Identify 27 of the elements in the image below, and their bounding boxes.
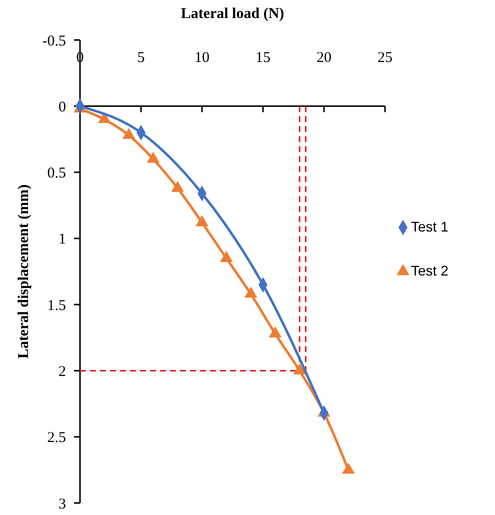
point: [146, 152, 160, 163]
x-tick-label: 20: [316, 50, 332, 66]
y-tick-label: 1: [58, 232, 66, 248]
legend-label: Test 2: [411, 262, 449, 278]
point: [293, 363, 306, 374]
x-tick-label: 5: [137, 50, 145, 66]
y-tick-label: 0.5: [47, 166, 66, 182]
y-tick-label: -0.5: [42, 33, 66, 50]
x-tick-label: 10: [194, 50, 210, 66]
point: [244, 286, 258, 298]
point: [122, 128, 136, 139]
point: [196, 215, 208, 226]
y-tick-label: 0: [58, 99, 66, 116]
point: [98, 112, 111, 124]
legend-label: Test 1: [411, 218, 449, 234]
point: [171, 180, 184, 192]
y-tick-label: 2.5: [47, 430, 66, 446]
point: [220, 250, 233, 262]
x-axis-title: Lateral load (N): [180, 6, 284, 22]
point: [268, 326, 282, 338]
y-tick-label: 2: [58, 364, 66, 380]
x-tick-label: 25: [378, 50, 392, 66]
y-tick-label: 3: [58, 496, 66, 512]
x-tick-label: 15: [256, 50, 270, 66]
point: [342, 462, 355, 474]
y-axis-title: Lateral displacement (mm): [16, 184, 32, 359]
y-tick-label: 1.5: [47, 298, 66, 314]
